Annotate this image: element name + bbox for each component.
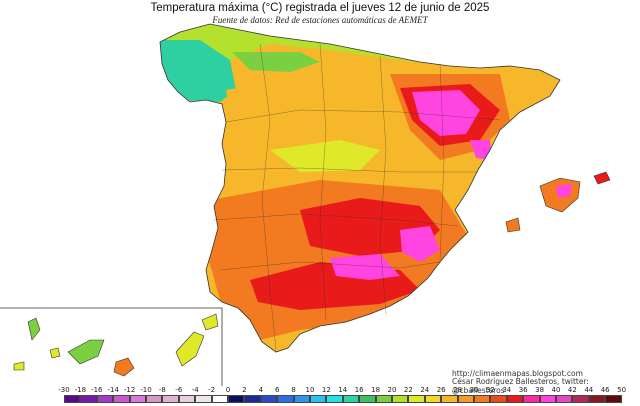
legend-tick-label: 18 — [371, 386, 381, 394]
mainland-spain — [159, 23, 561, 353]
legend-tick-label: 30 — [469, 386, 479, 394]
valencia-extreme-zone — [470, 140, 492, 160]
legend-tick-label: -12 — [123, 386, 136, 394]
legend-tick-label: 26 — [436, 386, 446, 394]
legend-tick-label: -30 — [58, 386, 70, 394]
legend-tick-label: 20 — [387, 386, 397, 394]
legend-swatch — [277, 395, 294, 403]
legend-tick-label: 8 — [291, 386, 296, 394]
legend-swatch — [523, 395, 540, 403]
lanzarote — [201, 313, 219, 331]
fuerteventura — [175, 331, 205, 367]
tenerife — [67, 339, 105, 365]
legend-tick-label: -10 — [140, 386, 152, 394]
legend-tick-label: -2 — [208, 386, 216, 394]
legend-tick-label: 28 — [453, 386, 463, 394]
legend-swatch — [195, 395, 212, 403]
legend-swatch — [572, 395, 589, 403]
la-gomera — [49, 347, 61, 359]
legend-tick-label: 6 — [274, 386, 280, 394]
legend-swatch — [310, 395, 327, 403]
legend-swatch — [260, 395, 278, 403]
legend-tick-label: 42 — [567, 386, 577, 394]
legend-swatch — [605, 395, 622, 403]
ibiza — [505, 217, 521, 233]
legend-tick-label: 2 — [242, 386, 247, 394]
legend-swatch — [474, 395, 491, 403]
el-hierro — [13, 361, 25, 371]
legend-swatch — [588, 395, 606, 403]
legend-tick-label: -4 — [191, 386, 199, 394]
la-palma — [27, 317, 41, 341]
province-borders — [213, 43, 501, 351]
andalusia-extreme-zone — [330, 254, 400, 280]
legend-swatch — [506, 395, 524, 403]
cantabria-cool-zone — [232, 52, 320, 72]
legend-swatch — [424, 395, 442, 403]
legend-tick-label: -16 — [91, 386, 103, 394]
legend-swatch — [211, 395, 228, 403]
legend-tick-label: 10 — [305, 386, 315, 394]
legend-tick-label: 46 — [600, 386, 610, 394]
legend-tick-label: 38 — [535, 386, 545, 394]
galicia-cool-zone — [160, 40, 236, 102]
map-subtitle: Fuente de datos: Red de estaciones autom… — [212, 15, 428, 25]
legend-swatch — [408, 395, 425, 403]
legend-swatch — [80, 395, 97, 403]
menorca — [593, 171, 611, 185]
temperature-map — [0, 23, 611, 386]
legend-tick-label: 4 — [258, 386, 264, 394]
legend-swatch — [375, 395, 392, 403]
legend-swatch — [293, 395, 310, 403]
legend-swatch — [342, 395, 360, 403]
legend-swatch — [326, 395, 343, 403]
gran-canaria — [113, 357, 135, 377]
legend-swatch — [96, 395, 114, 403]
inset-frame — [0, 307, 223, 386]
legend-swatch — [146, 395, 163, 403]
legend-swatch — [244, 395, 261, 403]
legend-tick-label: 16 — [354, 386, 364, 394]
legend-tick-label: 36 — [518, 386, 528, 394]
balearic-islands — [505, 171, 611, 233]
legend-tick-label: 40 — [551, 386, 561, 394]
central-cool-band — [270, 140, 380, 172]
legend-swatch — [162, 395, 179, 403]
credit-url: http://climaenmapas.blogspot.com — [452, 369, 583, 378]
legend-swatch — [441, 395, 458, 403]
legend-tick-label: 44 — [584, 386, 594, 394]
legend-tick-label: -8 — [158, 386, 166, 394]
legend-swatch — [113, 395, 130, 403]
legend-tick-label: -14 — [107, 386, 119, 394]
canary-islands-inset — [0, 307, 223, 386]
legend-tick-label: 14 — [338, 386, 348, 394]
legend-tick-label: 12 — [321, 386, 331, 394]
legend-tick-label: -18 — [74, 386, 87, 394]
legend-swatch — [64, 395, 81, 403]
legend-tick-label: 22 — [403, 386, 413, 394]
legend-tick-label: 0 — [225, 386, 231, 394]
mallorca-hot-core — [556, 184, 572, 198]
color-legend: -30 -18 -16 -14 -12 -10 -8 -6 -4 -2 0 2 4 6 8 10 12 14 16 1… — [58, 386, 630, 406]
legend-swatch — [556, 395, 573, 403]
legend-tick-label: -6 — [175, 386, 183, 394]
legend-swatch — [228, 395, 245, 403]
legend-tick-label: 32 — [485, 386, 495, 394]
ebro-extreme-zone — [412, 90, 480, 136]
legend-swatch — [129, 395, 146, 403]
legend-tick-label: 34 — [502, 386, 512, 394]
north-plateau-warm-zone — [226, 72, 420, 170]
legend-swatch — [178, 395, 196, 403]
legend-swatch — [539, 395, 556, 403]
legend-swatch — [490, 395, 507, 403]
legend-swatch — [359, 395, 376, 403]
credit-author: César Rodríguez Ballesteros, twitter: @c… — [452, 377, 589, 395]
legend-swatch — [392, 395, 409, 403]
legend-tick-label: 24 — [420, 386, 430, 394]
legend-tick-label: 50 — [617, 386, 627, 394]
map-title: Temperatura máxima (°C) registrada el ju… — [150, 2, 490, 14]
legend-swatch — [457, 395, 474, 403]
murcia-extreme-zone — [400, 226, 440, 262]
